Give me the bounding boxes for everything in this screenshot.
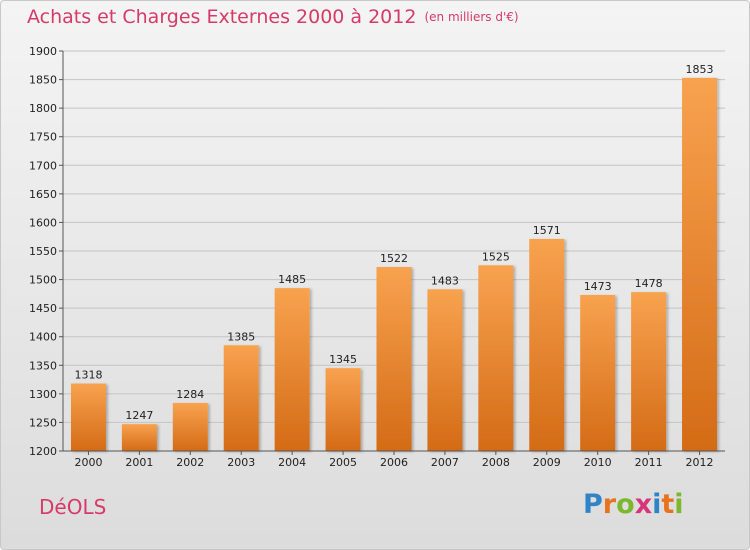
x-tick-label: 2007 <box>431 456 459 469</box>
y-tick-label: 1350 <box>29 359 57 372</box>
bar <box>121 424 157 451</box>
bar-value-label: 1345 <box>329 353 357 366</box>
x-tick-label: 2012 <box>686 456 714 469</box>
chart-title-text: Achats et Charges Externes 2000 à 2012 <box>27 6 417 28</box>
y-tick-label: 1700 <box>29 159 57 172</box>
bar <box>529 239 565 451</box>
y-axis-labels: 1200 1250 1300 1350 1400 1450 1500 1550 1600 1650… <box>29 45 57 458</box>
bar-value-label: 1478 <box>635 277 663 290</box>
bar-value-label: 1483 <box>431 274 459 287</box>
bar-value-label: 1522 <box>380 252 408 265</box>
x-tick-label: 2010 <box>584 456 612 469</box>
x-tick-label: 2001 <box>125 456 153 469</box>
y-tick-label: 1400 <box>29 331 57 344</box>
x-tick-label: 2000 <box>74 456 102 469</box>
bar-value-label: 1318 <box>74 369 102 382</box>
y-tick-label: 1250 <box>29 416 57 429</box>
bar-value-label: 1284 <box>176 388 204 401</box>
bar-value-label: 1473 <box>584 280 612 293</box>
bar <box>427 289 463 451</box>
y-tick-label: 1750 <box>29 131 57 144</box>
bars <box>70 77 718 451</box>
bar <box>682 77 718 451</box>
chart-unit: (en milliers d'€) <box>424 10 519 24</box>
x-tick-label: 2009 <box>533 456 561 469</box>
bar <box>70 383 106 451</box>
x-tick-label: 2011 <box>635 456 663 469</box>
value-labels: 1318 1247 1284 1385 1485 1345 1522 1483 1525 1571… <box>74 63 713 422</box>
bar-value-label: 1571 <box>533 224 561 237</box>
y-tick-label: 1450 <box>29 302 57 315</box>
bar <box>478 265 514 451</box>
proxiti-logo: Proxiti <box>583 489 684 520</box>
y-tick-label: 1300 <box>29 388 57 401</box>
x-tick-label: 2008 <box>482 456 510 469</box>
bar-value-label: 1853 <box>686 63 714 76</box>
bar <box>325 368 361 451</box>
y-tick-label: 1600 <box>29 216 57 229</box>
x-axis-labels: 2000 2001 2002 2003 2004 2005 2006 2007 2008 2009… <box>74 456 713 469</box>
bar-value-label: 1485 <box>278 273 306 286</box>
y-tick-label: 1550 <box>29 245 57 258</box>
bar-value-label: 1247 <box>125 409 153 422</box>
x-tick-label: 2006 <box>380 456 408 469</box>
bar <box>223 345 259 451</box>
y-tick-label: 1500 <box>29 274 57 287</box>
x-tick-label: 2002 <box>176 456 204 469</box>
bar-value-label: 1525 <box>482 250 510 263</box>
bar <box>580 295 616 451</box>
bar <box>274 288 310 451</box>
y-tick-label: 1200 <box>29 445 57 458</box>
bar <box>172 403 208 451</box>
town-name: DéOLS <box>39 495 107 519</box>
bar <box>376 267 412 451</box>
x-tick-label: 2004 <box>278 456 306 469</box>
bar-value-label: 1385 <box>227 330 255 343</box>
axes <box>62 51 725 455</box>
x-tick-label: 2005 <box>329 456 357 469</box>
chart-title: Achats et Charges Externes 2000 à 2012 (e… <box>27 6 519 28</box>
y-tick-label: 1800 <box>29 102 57 115</box>
y-tick-label: 1650 <box>29 188 57 201</box>
y-tick-label: 1900 <box>29 45 57 58</box>
x-tick-label: 2003 <box>227 456 255 469</box>
bar <box>631 292 667 451</box>
y-tick-label: 1850 <box>29 74 57 87</box>
